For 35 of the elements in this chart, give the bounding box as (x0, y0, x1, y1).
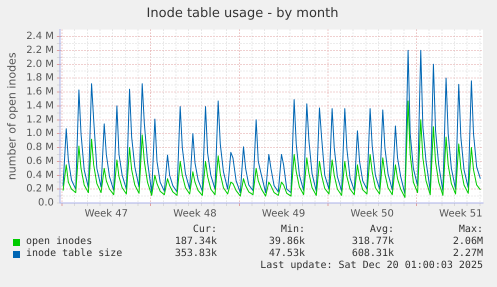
x-tick-label: Week 49 (262, 208, 306, 220)
y-axis-title: number of open inodes (5, 52, 18, 180)
y-tick-label: 2.0 M (26, 58, 54, 70)
text: 39.86k (268, 236, 305, 247)
y-tick-label: 2.2 M (26, 45, 54, 56)
y-tick-label: 0.6 M (26, 156, 54, 167)
y-tick-label: 0.0 (38, 198, 54, 209)
y-tick-label: 1.0 M (26, 128, 54, 140)
text: 318.77k (352, 236, 394, 247)
x-tick-label: Week 50 (350, 208, 394, 220)
x-tick-label: Week 51 (439, 208, 482, 220)
text: 2.06M (452, 236, 483, 247)
text: 353.83k (174, 248, 217, 259)
legend-label: inode table size (26, 248, 122, 259)
y-tick-label: 0.4 M (26, 170, 54, 181)
text: 2.27M (452, 248, 483, 259)
x-tick-label: Week 47 (84, 208, 128, 220)
y-tick-label: 0.8 M (26, 142, 54, 154)
text: 187.34k (174, 236, 217, 247)
text: Last update: Sat Dec 20 01:00:03 2025 (260, 260, 483, 271)
y-tick-label: 0.2 M (26, 184, 54, 195)
text: 608.31k (352, 248, 394, 259)
y-tick-label: 1.2 M (26, 114, 54, 126)
y-tick-label: 2.4 M (26, 31, 54, 42)
y-tick-label: 1.8 M (26, 72, 54, 84)
text: 47.53k (268, 248, 305, 259)
text: Min: (280, 224, 305, 235)
text: Avg: (370, 224, 394, 235)
chart-title: Inode table usage - by month (146, 6, 338, 22)
y-tick-label: 1.4 M (26, 100, 54, 112)
legend-label: open inodes (26, 236, 92, 247)
x-tick-label: Week 48 (173, 208, 217, 220)
text: Cur: (192, 224, 217, 235)
y-tick-label: 1.6 M (26, 86, 54, 98)
text: Max: (458, 224, 483, 235)
